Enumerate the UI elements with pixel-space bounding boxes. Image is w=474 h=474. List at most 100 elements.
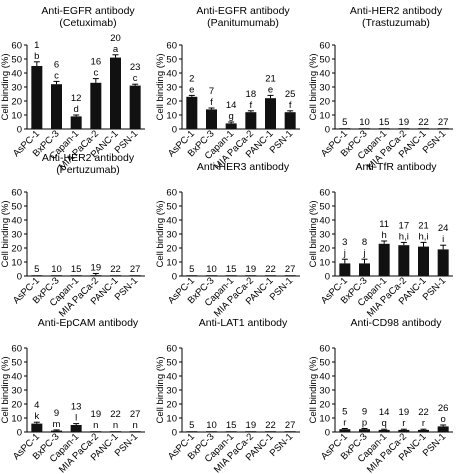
sample-number-label: 19	[246, 420, 257, 431]
stat-letter-label: r	[402, 418, 405, 429]
bar-capan-1	[70, 116, 82, 129]
sample-number-label: 14	[379, 407, 390, 418]
stat-letter-label: h	[382, 230, 387, 241]
bar-psn-1	[437, 128, 449, 129]
y-tick-label: 50	[166, 201, 177, 212]
y-tick-label: 50	[319, 357, 330, 368]
chart-panel-8: Anti-LAT1 antibody Cell binding (%) 0 10 20 3…	[155, 317, 300, 474]
chart-title: Anti-TfR antibody	[355, 161, 437, 173]
chart-title: Anti-EGFR antibody	[41, 5, 135, 17]
bar-panc-1	[418, 128, 429, 129]
y-tick-label: 40	[11, 371, 22, 382]
bar-capan-1	[70, 275, 82, 276]
y-tick-label: 40	[166, 371, 177, 382]
bar-bxpc-3	[51, 430, 62, 432]
sample-number-label: 22	[110, 409, 121, 420]
sample-number-label: 19	[399, 407, 410, 418]
chart-panel-9: Anti-CD98 antibody Cell binding (%) 0 10 20 3…	[308, 317, 453, 474]
bar-aspc-1	[339, 429, 351, 432]
sample-number-label: 1	[34, 40, 39, 51]
sample-number-label: 27	[438, 117, 449, 128]
stat-letter-label: i	[442, 234, 444, 245]
chart-title: Anti-HER2 antibody	[42, 152, 135, 164]
y-tick-label: 10	[166, 413, 177, 424]
bar-aspc-1	[339, 128, 351, 129]
sample-number-label: 27	[285, 420, 296, 431]
y-axis-label: Cell binding (%)	[155, 356, 166, 423]
bar-panc-1	[418, 246, 429, 276]
chart-subtitle: (Pertuzumab)	[56, 164, 120, 176]
y-tick-label: 10	[11, 257, 22, 268]
sample-number-label: 5	[189, 420, 194, 431]
sample-number-label: 21	[418, 220, 429, 231]
y-tick-label: 30	[11, 385, 22, 396]
sample-number-label: 10	[206, 264, 217, 275]
y-tick-label: 0	[17, 124, 22, 135]
bar-mia-paca-2	[245, 112, 257, 129]
y-tick-label: 20	[166, 96, 177, 107]
sample-number-label: 5	[342, 407, 347, 418]
sample-number-label: 7	[209, 86, 214, 97]
y-tick-label: 50	[11, 54, 22, 65]
stat-letter-label: a	[113, 44, 119, 55]
sample-number-label: 27	[285, 264, 296, 275]
y-tick-label: 20	[319, 399, 330, 410]
y-tick-label: 40	[319, 68, 330, 79]
sample-number-label: 16	[91, 57, 102, 68]
bar-mia-paca-2	[90, 275, 102, 276]
y-tick-label: 40	[319, 371, 330, 382]
stat-letter-label: e	[189, 84, 194, 95]
bar-aspc-1	[31, 66, 43, 129]
y-tick-label: 60	[166, 187, 177, 198]
stat-letter-label: g	[229, 111, 234, 122]
chart-panel-5: Anti-HER3 antibody Cell binding (%) 0 10 20 3…	[155, 161, 300, 319]
sample-number-label: 15	[226, 420, 237, 431]
sample-number-label: 18	[246, 89, 257, 100]
y-tick-label: 0	[172, 427, 177, 438]
bar-capan-1	[70, 425, 82, 432]
bar-aspc-1	[186, 431, 198, 432]
y-tick-label: 50	[166, 357, 177, 368]
y-tick-label: 60	[11, 40, 22, 51]
stat-letter-label: j	[362, 248, 365, 259]
bar-psn-1	[437, 426, 449, 432]
stat-letter-label: h,i	[418, 231, 428, 242]
y-tick-label: 60	[166, 40, 177, 51]
y-tick-label: 50	[11, 201, 22, 212]
bar-psn-1	[129, 431, 141, 432]
sample-number-label: 4	[34, 400, 39, 411]
y-tick-label: 10	[319, 413, 330, 424]
chart-title: Anti-HER3 antibody	[197, 161, 290, 173]
y-tick-label: 0	[325, 124, 330, 135]
bar-aspc-1	[186, 96, 198, 129]
y-tick-label: 0	[172, 271, 177, 282]
y-tick-label: 60	[319, 343, 330, 354]
sample-number-label: 19	[91, 262, 102, 273]
sample-number-label: 9	[54, 408, 59, 419]
y-tick-label: 10	[319, 257, 330, 268]
y-tick-label: 10	[11, 110, 22, 121]
bar-bxpc-3	[359, 263, 370, 276]
chart-title: Anti-EGFR antibody	[196, 5, 290, 17]
sample-number-label: 11	[379, 219, 389, 230]
chart-panel-6: Anti-TfR antibody Cell binding (%) 0 10 20 30…	[308, 161, 453, 319]
bar-mia-paca-2	[90, 431, 102, 432]
y-tick-label: 30	[166, 82, 177, 93]
bar-bxpc-3	[359, 128, 370, 129]
bar-psn-1	[437, 249, 449, 276]
y-tick-label: 40	[166, 215, 177, 226]
stat-letter-label: h,i	[399, 231, 409, 242]
y-tick-label: 50	[166, 54, 177, 65]
stat-letter-label: r	[343, 418, 346, 429]
bar-capan-1	[225, 431, 237, 432]
sample-number-label: 9	[362, 407, 367, 418]
y-tick-label: 20	[319, 243, 330, 254]
y-axis-label: Cell binding (%)	[0, 53, 11, 120]
y-axis-label: Cell binding (%)	[308, 200, 319, 267]
chart-panel-2: Anti-EGFR antibody(Panitumumab) Cell bind…	[155, 5, 300, 172]
y-tick-label: 10	[319, 110, 330, 121]
sample-number-label: 19	[91, 409, 102, 420]
sample-number-label: 5	[34, 264, 39, 275]
stat-letter-label: k	[34, 411, 39, 422]
bar-psn-1	[129, 85, 141, 129]
